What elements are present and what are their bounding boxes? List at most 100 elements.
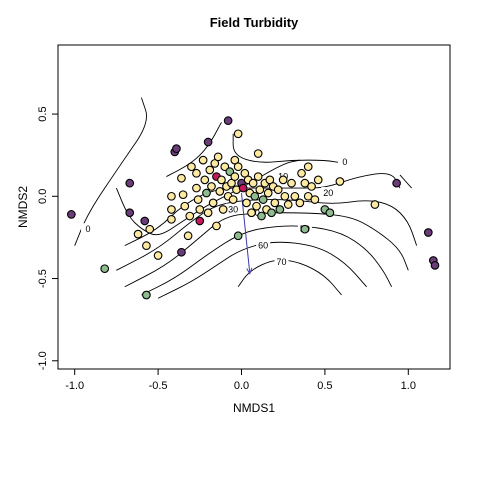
data-point <box>125 178 135 188</box>
data-point <box>133 229 143 239</box>
y-tick-label: -0.5 <box>37 269 49 288</box>
contour-label-bg <box>256 239 271 251</box>
data-point <box>310 195 320 204</box>
data-point <box>192 183 201 193</box>
data-point <box>233 162 243 172</box>
data-point <box>275 205 285 214</box>
data-point <box>253 149 263 158</box>
data-point <box>153 251 163 260</box>
contour-label-bg <box>226 203 241 215</box>
data-point <box>218 205 228 214</box>
x-axis-label: NMDS1 <box>233 401 275 415</box>
data-point <box>207 182 216 191</box>
x-tick-label: -0.5 <box>149 380 168 392</box>
x-axis: -1.0 -0.5 0.0 0.5 1.0 <box>65 368 416 392</box>
data-point <box>247 208 256 218</box>
data-point <box>205 165 215 175</box>
data-point <box>253 172 263 181</box>
data-point <box>233 129 243 139</box>
data-point <box>195 205 205 214</box>
data-point <box>278 175 288 185</box>
data-point <box>100 264 110 274</box>
data-point <box>198 155 208 165</box>
data-point <box>325 208 335 218</box>
data-point <box>208 198 218 208</box>
contour-label-bg <box>81 223 96 235</box>
data-point <box>307 182 316 191</box>
data-point <box>145 224 155 234</box>
chart-title: Field Turbidity <box>210 15 299 30</box>
data-point <box>177 247 186 257</box>
contour-label-bg <box>321 187 336 199</box>
data-point <box>200 175 210 185</box>
data-point <box>248 178 258 188</box>
data-point <box>283 200 293 209</box>
data-point <box>177 173 186 183</box>
data-point <box>212 221 221 231</box>
data-point <box>66 210 76 219</box>
contour-line-0 <box>232 133 345 164</box>
data-point <box>242 198 251 208</box>
data-point <box>258 195 268 204</box>
data-point <box>297 168 306 178</box>
data-point <box>217 175 226 185</box>
data-point <box>370 200 380 209</box>
data-point <box>203 137 213 147</box>
contour-label-60: 60 <box>258 241 268 251</box>
data-point <box>257 211 266 221</box>
data-point <box>233 231 243 241</box>
data-point <box>228 195 238 204</box>
data-point <box>167 191 176 201</box>
x-tick-label: 1.0 <box>401 380 416 392</box>
data-point <box>303 162 313 172</box>
data-point <box>423 228 433 237</box>
data-point <box>300 178 310 188</box>
data-point <box>263 188 273 198</box>
data-point <box>202 188 211 198</box>
data-point <box>287 178 296 188</box>
contour-line-30 <box>116 199 418 271</box>
data-point <box>238 183 248 193</box>
contour-line-0 <box>74 97 147 246</box>
y-axis-label: NMDS2 <box>16 186 30 228</box>
data-point <box>142 241 151 250</box>
data-point <box>270 198 280 208</box>
data-point <box>335 177 345 186</box>
data-point <box>250 191 260 201</box>
data-point <box>140 216 150 226</box>
data-point <box>213 152 223 162</box>
data-point <box>203 208 213 218</box>
contour-label-0: 0 <box>86 224 91 234</box>
contour-label-20: 20 <box>323 188 333 198</box>
data-point <box>280 191 290 201</box>
data-point <box>183 231 193 241</box>
data-point <box>167 214 176 224</box>
x-tick-label: 0.5 <box>317 380 332 392</box>
vector-arrowhead <box>246 267 253 275</box>
data-point <box>313 175 323 185</box>
contour-label-0: 0 <box>342 157 347 167</box>
contour-line-60 <box>157 241 367 299</box>
data-point <box>303 191 313 201</box>
contour-line-0 <box>399 174 412 189</box>
contour-layer: 0010203040506070 <box>74 97 418 299</box>
y-tick-label: 0.5 <box>37 106 49 121</box>
data-point <box>430 261 440 270</box>
data-point <box>223 116 233 126</box>
data-point <box>195 216 205 226</box>
data-point <box>215 187 225 196</box>
data-point <box>125 208 135 218</box>
contour-label-70: 70 <box>277 257 287 267</box>
data-point <box>193 195 203 204</box>
data-point <box>392 178 401 188</box>
turbidity-vector <box>240 192 251 274</box>
points-layer <box>66 116 440 300</box>
data-point <box>187 162 196 172</box>
contour-label-30: 30 <box>228 204 238 214</box>
data-point <box>185 211 195 221</box>
contour-line-70 <box>237 259 342 296</box>
data-point <box>167 205 176 214</box>
data-point <box>290 191 300 201</box>
data-point <box>180 201 190 211</box>
